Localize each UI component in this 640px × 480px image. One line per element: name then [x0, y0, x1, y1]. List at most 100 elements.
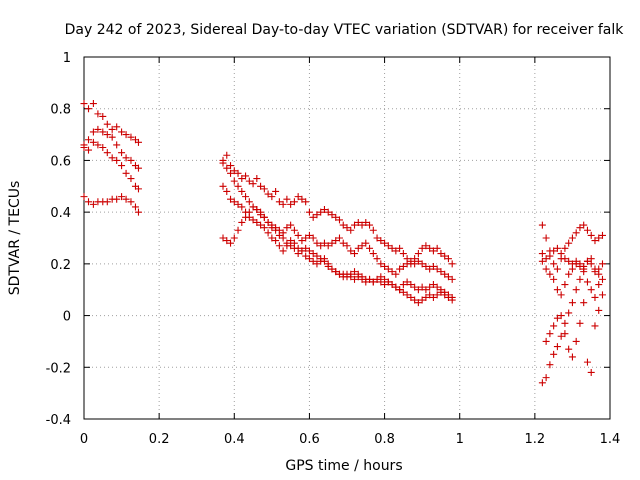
data-point-marker [388, 268, 396, 276]
data-point-marker [381, 239, 389, 247]
data-point-marker [257, 221, 265, 229]
data-point-marker [553, 286, 561, 294]
y-tick-label: 0.2 [50, 258, 71, 273]
data-point-marker [249, 180, 257, 188]
data-point-marker [568, 299, 576, 307]
data-point-marker [89, 100, 97, 108]
data-point-marker [572, 260, 580, 268]
data-point-marker [85, 105, 93, 113]
data-point-marker [103, 131, 111, 139]
x-tick-label: 0.4 [224, 432, 245, 447]
data-point-marker [264, 229, 272, 237]
data-point-marker [553, 314, 561, 322]
data-point-marker [557, 250, 565, 258]
data-point-marker [407, 293, 415, 301]
data-point-marker [317, 242, 325, 250]
data-point-marker [538, 257, 546, 265]
data-point-marker [94, 141, 102, 149]
data-point-marker [339, 221, 347, 229]
data-point-marker [587, 260, 595, 268]
data-point-marker [313, 211, 321, 219]
data-point-marker [127, 198, 135, 206]
data-point-marker [332, 268, 340, 276]
data-point-marker [550, 247, 558, 255]
data-point-marker [305, 247, 313, 255]
data-point-marker [328, 211, 336, 219]
data-point-marker [272, 187, 280, 195]
data-point-marker [557, 312, 565, 320]
data-point-marker [542, 255, 550, 263]
data-point-marker [580, 299, 588, 307]
data-point-marker [583, 257, 591, 265]
x-tick-labels: 0 0.2 0.4 0.6 0.8 1 1.2 1.4 [80, 432, 620, 447]
data-point-marker [298, 237, 306, 245]
data-point-marker [89, 138, 97, 146]
data-point-marker [118, 128, 126, 136]
data-point-marker [557, 291, 565, 299]
data-point-marker [448, 275, 456, 283]
data-point-marker [257, 182, 265, 190]
data-point-marker [381, 275, 389, 283]
data-point-marker [253, 206, 261, 214]
data-point-marker [583, 226, 591, 234]
data-point-marker [242, 213, 250, 221]
data-point-marker [272, 226, 280, 234]
data-point-marker [403, 260, 411, 268]
data-point-marker [550, 260, 558, 268]
data-point-marker [328, 265, 336, 273]
data-point-marker [538, 379, 546, 387]
data-point-marker [595, 306, 603, 314]
data-point-marker [279, 234, 287, 242]
x-tick-label: 1.2 [525, 432, 546, 447]
data-point-marker [347, 226, 355, 234]
data-point-marker [441, 270, 449, 278]
data-point-marker [238, 175, 246, 183]
data-point-marker [542, 374, 550, 382]
data-point-marker [80, 193, 88, 201]
data-point-marker [94, 110, 102, 118]
data-point-marker [422, 286, 430, 294]
data-point-marker [399, 250, 407, 258]
data-point-marker [249, 203, 257, 211]
data-point-marker [595, 234, 603, 242]
data-point-marker [223, 151, 231, 159]
data-point-marker [542, 234, 550, 242]
data-point-marker [317, 255, 325, 263]
data-point-marker [347, 273, 355, 281]
data-point-marker [302, 198, 310, 206]
data-point-marker [294, 193, 302, 201]
data-point-marker [426, 283, 434, 291]
data-point-marker [118, 149, 126, 157]
data-point-marker [576, 224, 584, 232]
data-point-marker [108, 125, 116, 133]
data-point-marker [339, 273, 347, 281]
data-point-marker [591, 237, 599, 245]
data-point-marker [392, 283, 400, 291]
data-point-marker [414, 286, 422, 294]
data-point-marker [598, 260, 606, 268]
data-point-marker [328, 239, 336, 247]
data-point-marker [407, 281, 415, 289]
data-point-marker [595, 281, 603, 289]
data-point-marker [294, 250, 302, 258]
y-tick-label: 0.6 [50, 154, 71, 169]
data-point-marker [268, 234, 276, 242]
data-point-marker [565, 309, 573, 317]
data-point-marker [103, 149, 111, 157]
grid-lines [84, 57, 610, 419]
data-point-marker [230, 234, 238, 242]
data-point-marker [238, 187, 246, 195]
data-point-marker [260, 213, 268, 221]
data-point-marker [219, 234, 227, 242]
data-point-marker [550, 350, 558, 358]
data-point-marker [553, 244, 561, 252]
data-point-marker [388, 281, 396, 289]
data-point-marker [242, 193, 250, 201]
data-point-marker [275, 198, 283, 206]
data-point-marker [238, 203, 246, 211]
data-point-marker [294, 231, 302, 239]
data-point-marker [561, 319, 569, 327]
data-point-marker [85, 146, 93, 154]
data-point-marker [309, 250, 317, 258]
